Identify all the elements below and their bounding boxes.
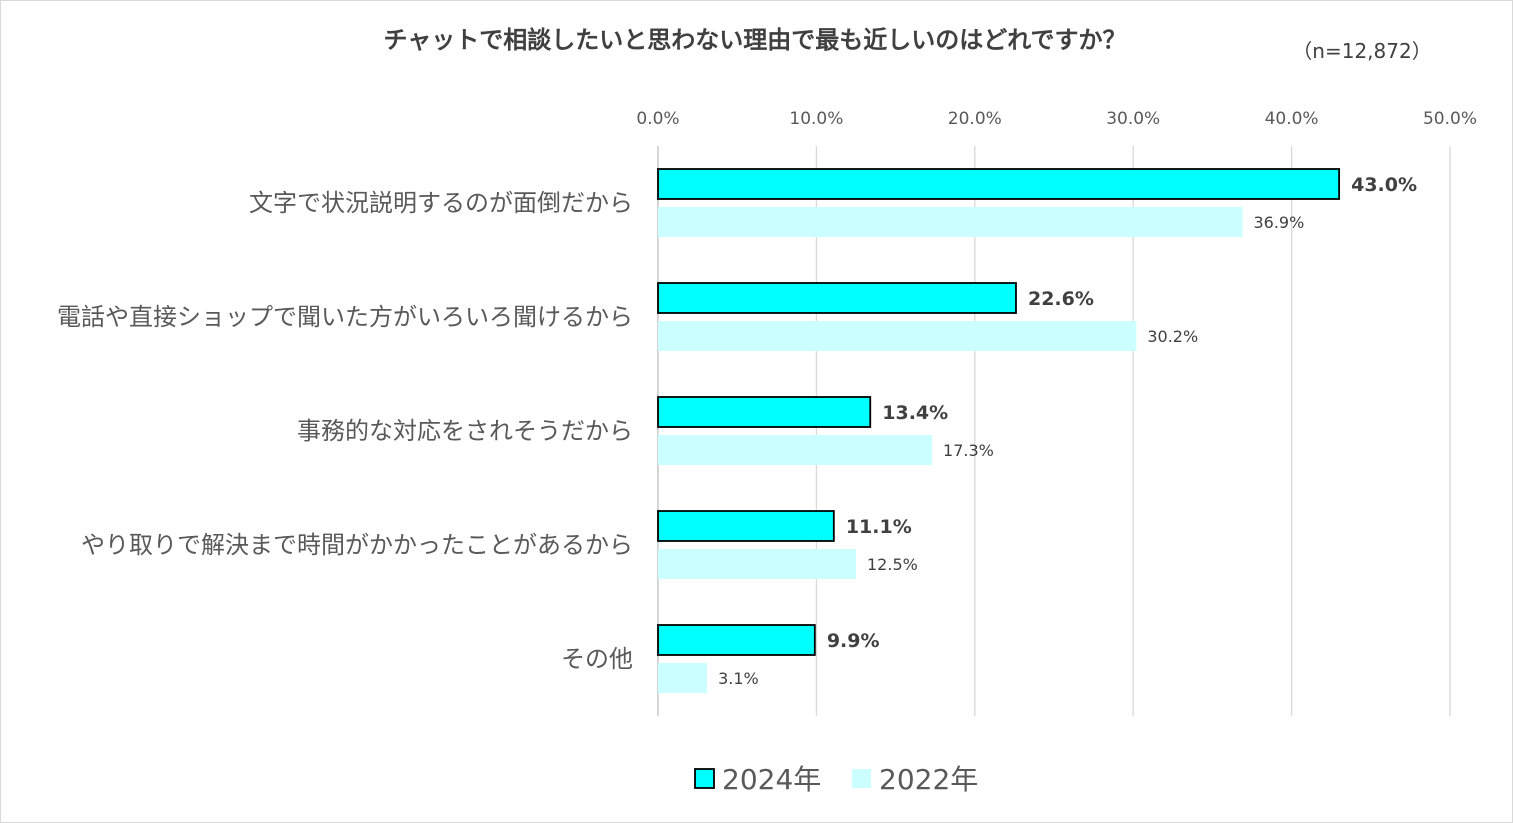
data-labels: 43.0% 36.9% 22.6% 30.2% 13.4% 17.3% 11.1% 12.5%…	[718, 174, 1417, 688]
x-axis-ticks: 0.0% 10.0% 20.0% 30.0% 40.0% 50.0%	[636, 109, 1477, 129]
category-label: 電話や直接ショップで聞いた方がいろいろ聞けるから	[57, 303, 633, 331]
legend-label-2022: 2022年	[879, 763, 978, 796]
category-label: 事務的な対応をされそうだから	[297, 417, 633, 445]
category-labels: 文字で状況説明するのが面倒だから電話や直接ショップで聞いた方がいろいろ聞けるから…	[57, 189, 633, 673]
bar-2022	[658, 321, 1137, 351]
legend-label-2024: 2024年	[722, 763, 821, 796]
x-tick-label: 20.0%	[948, 109, 1002, 129]
bar-2024	[657, 282, 1017, 314]
data-label-2022: 17.3%	[943, 441, 994, 460]
chart-title: チャットで相談したいと思わない理由で最も近しいのはどれですか？	[383, 26, 1126, 54]
data-label-2022: 30.2%	[1147, 327, 1198, 346]
bar-2024	[657, 396, 872, 428]
data-label-2022: 36.9%	[1253, 213, 1304, 232]
x-tick-label: 10.0%	[789, 109, 843, 129]
data-label-2022: 12.5%	[867, 555, 918, 574]
data-label-2024: 9.9%	[827, 630, 880, 652]
data-label-2024: 22.6%	[1028, 288, 1094, 310]
bar-2022	[658, 435, 933, 465]
category-label: やり取りで解決まで時間がかかったことがあるから	[81, 531, 633, 559]
bar-2024	[657, 510, 835, 542]
x-tick-label: 40.0%	[1265, 109, 1319, 129]
legend-swatch-2022	[852, 769, 871, 788]
bar-2022	[658, 207, 1243, 237]
bars	[657, 168, 1341, 693]
x-tick-label: 50.0%	[1423, 109, 1477, 129]
bar-2024	[657, 168, 1341, 200]
data-label-2024: 43.0%	[1351, 174, 1417, 196]
category-label: 文字で状況説明するのが面倒だから	[249, 189, 633, 217]
x-tick-label: 30.0%	[1106, 109, 1160, 129]
sample-size-label: （n=12,872）	[1292, 39, 1431, 63]
bar-2024	[657, 624, 816, 656]
data-label-2024: 11.1%	[846, 516, 912, 538]
bar-2022	[658, 549, 856, 579]
x-tick-label: 0.0%	[636, 109, 679, 129]
legend: 2024年 2022年	[694, 763, 978, 796]
gridlines	[657, 146, 1451, 716]
legend-swatch-2024	[694, 768, 715, 789]
category-label: その他	[561, 645, 633, 673]
data-label-2024: 13.4%	[882, 402, 948, 424]
bar-2022	[658, 663, 708, 693]
data-label-2022: 3.1%	[718, 669, 759, 688]
